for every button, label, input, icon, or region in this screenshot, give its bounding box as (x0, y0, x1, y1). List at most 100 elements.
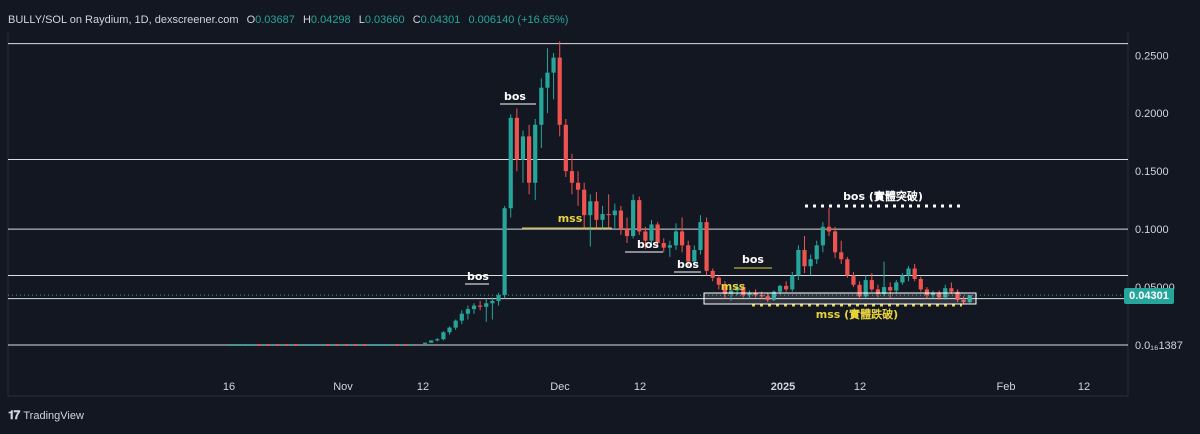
candle-body (686, 245, 691, 262)
candle-flat (303, 344, 307, 346)
candle-body (569, 171, 575, 183)
candle-flat (280, 344, 284, 346)
candle-flat (395, 344, 399, 346)
y-tick-label: 0.1500 (1135, 166, 1169, 178)
candle-flat (345, 344, 348, 346)
candle-body (912, 268, 917, 279)
low-value: 0.03660 (364, 14, 405, 26)
annotation-label: bos (467, 270, 489, 283)
close-label: C (412, 14, 421, 26)
candle-body (551, 57, 556, 73)
annotation-label: bos (742, 253, 764, 266)
candle-flat (363, 344, 366, 346)
candle-body (875, 289, 881, 295)
candle-body (722, 284, 728, 295)
candle-body (747, 292, 752, 296)
candle-flat (404, 344, 408, 346)
annotation-label: bos (實體突破) (843, 189, 923, 203)
candle-flat (248, 344, 251, 346)
candle-body (869, 280, 874, 290)
candle-body (900, 275, 905, 283)
candle-body (735, 287, 740, 291)
candle-flat (358, 344, 362, 346)
candle-body (759, 295, 764, 297)
candle-flat (331, 344, 334, 346)
candle-body (845, 259, 850, 276)
candle-body (422, 342, 428, 344)
candle-flat (409, 344, 412, 346)
candle-body (753, 292, 758, 296)
annotation-label: mss (721, 280, 746, 293)
candle-body (600, 214, 605, 220)
candle-body (704, 222, 709, 271)
candle-body (728, 290, 734, 295)
candle-body (514, 117, 519, 160)
candle-body (643, 231, 648, 241)
x-tick-label: Nov (333, 381, 353, 393)
candle-body (833, 231, 838, 253)
candle-flat (266, 344, 270, 346)
candle-flat (326, 344, 330, 346)
candle-body (557, 57, 562, 125)
candle-body (606, 214, 611, 216)
candle-flat (354, 344, 357, 346)
candle-flat (257, 344, 261, 346)
low-label: L (358, 14, 365, 26)
y-tick-label: 0.2500 (1135, 50, 1169, 62)
annotation-label: bos (504, 90, 526, 103)
candle-flat (391, 344, 394, 346)
candle-body (575, 182, 581, 190)
candle-flat (234, 344, 238, 346)
candle-body (802, 249, 807, 267)
candle-flat (372, 344, 376, 346)
candle-body (680, 231, 685, 246)
candle-body (459, 313, 464, 321)
x-tick-label: 12 (1078, 381, 1090, 393)
candle-flat (312, 344, 316, 346)
candle-body (618, 210, 623, 230)
candle-flat (368, 344, 371, 346)
candle-body (484, 303, 489, 307)
candle-body (478, 305, 483, 307)
candle-flat (335, 344, 339, 346)
candle-flat (276, 344, 279, 346)
candle-body (527, 136, 532, 183)
range-box (703, 292, 977, 305)
candle-body (784, 285, 789, 290)
high-value: 0.04298 (310, 14, 351, 26)
annotation-label: bos (637, 238, 659, 251)
candle-flat (253, 344, 256, 346)
candle-body (930, 292, 936, 296)
candle-flat (271, 344, 274, 346)
candle-body (502, 208, 507, 296)
candle-flat (239, 344, 242, 346)
candle-flat (243, 344, 247, 346)
candle-body (777, 285, 783, 292)
candle-body (698, 222, 703, 250)
candle-body (508, 117, 513, 209)
candle-flat (299, 344, 302, 346)
candle-body (771, 291, 776, 300)
x-tick-label: 12 (634, 381, 646, 393)
tradingview-logo: 𝟏𝟕 TradingView (8, 408, 84, 423)
close-value: 0.04301 (420, 14, 461, 26)
candle-body (441, 332, 446, 340)
candle-body (533, 124, 538, 183)
tradingview-wordmark: TradingView (23, 409, 84, 422)
candle-flat (230, 344, 233, 346)
x-tick-label: Feb (997, 381, 1016, 393)
candle-body (937, 292, 942, 298)
candle-body (692, 249, 697, 262)
candle-body (863, 280, 868, 297)
candle-flat (289, 344, 293, 346)
candle-flat (377, 344, 380, 346)
candle-body (490, 300, 495, 304)
candle-flat (317, 344, 320, 346)
candle-flat (294, 344, 297, 346)
x-tick-label: 12 (854, 381, 866, 393)
candle-body (814, 245, 819, 260)
candle-body (808, 259, 813, 267)
change-value: 0.006140 (+16.65%) (468, 14, 569, 26)
